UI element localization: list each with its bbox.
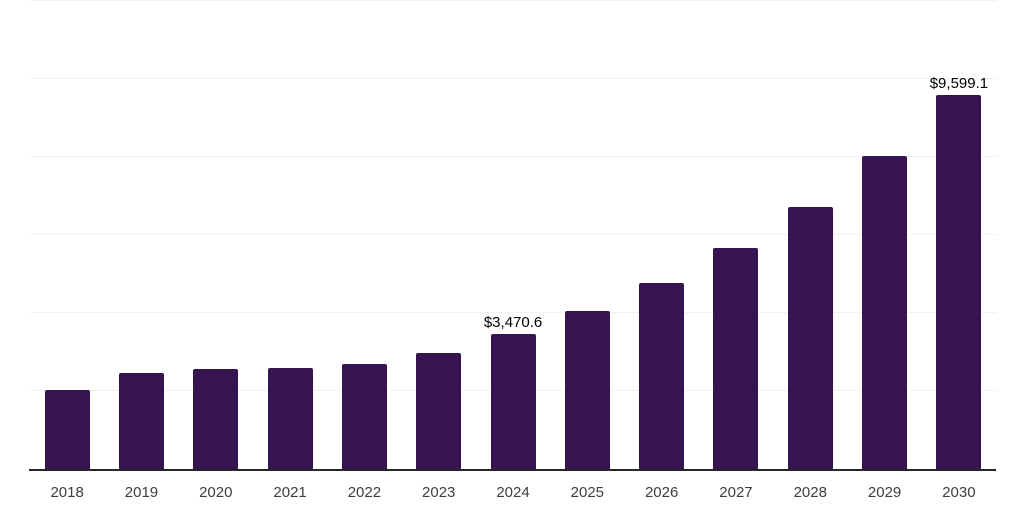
bars-group: $3,470.6 $9,599.1 — [30, 1, 996, 469]
bar-slot-2018 — [30, 1, 104, 469]
bar-slot-2024: $3,470.6 — [476, 1, 550, 469]
bar-slot-2025 — [550, 1, 624, 469]
bar-2019 — [118, 372, 164, 469]
bar-2025 — [564, 310, 610, 469]
value-label-2024: $3,470.6 — [483, 313, 543, 331]
bar-slot-2020 — [179, 1, 253, 469]
x-axis-label-2027: 2027 — [719, 484, 753, 501]
bar-2027 — [713, 248, 759, 469]
x-axis-label-2023: 2023 — [422, 484, 456, 501]
x-axis-label-2021: 2021 — [273, 484, 307, 501]
x-axis-label-2025: 2025 — [570, 484, 605, 501]
bar-2020 — [193, 369, 239, 469]
bar-slot-2029 — [847, 1, 921, 469]
bar-2021 — [267, 368, 313, 469]
value-label-2030: $9,599.1 — [929, 74, 989, 92]
gridline-6000 — [30, 234, 996, 235]
x-axis-label-2018: 2018 — [50, 484, 84, 501]
bar-2030: $9,599.1 — [930, 76, 988, 469]
x-axis-label-2022: 2022 — [347, 484, 382, 501]
bar-slot-2030: $9,599.1 — [922, 1, 996, 469]
gridline-12000 — [30, 0, 996, 1]
gridline-8000 — [30, 156, 996, 157]
x-axis-label-2028: 2028 — [793, 484, 827, 501]
plot-area: $3,470.6 $9,599.1 — [29, 0, 996, 471]
x-axis-label-2020: 2020 — [199, 484, 233, 501]
bar-slot-2023 — [402, 1, 476, 469]
bar-2018 — [44, 390, 90, 469]
bar-2028 — [787, 206, 833, 469]
x-axis-tick-labels: 2018 2019 2020 2021 2022 2023 2024 2025 2026 2027… — [30, 484, 996, 502]
bar-slot-2026 — [625, 1, 699, 469]
x-axis-label-2026: 2026 — [644, 484, 679, 501]
bar-2022 — [341, 363, 387, 469]
bar-slot-2019 — [104, 1, 178, 469]
bar-slot-2028 — [773, 1, 847, 469]
bar-slot-2022 — [327, 1, 401, 469]
x-axis-label-2030: 2030 — [942, 484, 976, 501]
gridline-4000 — [30, 312, 996, 313]
x-axis-label-2029: 2029 — [867, 484, 902, 501]
bar-2026 — [639, 283, 685, 469]
bar-2023 — [416, 353, 462, 469]
bar-slot-2027 — [699, 1, 773, 469]
bar-slot-2021 — [253, 1, 327, 469]
x-axis-label-2019: 2019 — [124, 484, 159, 501]
bar-2024: $3,470.6 — [484, 315, 542, 469]
x-axis-label-2024: 2024 — [496, 484, 530, 501]
x-axis-line — [29, 469, 996, 471]
bar-2029 — [862, 156, 908, 469]
gridline-10000 — [30, 78, 996, 79]
